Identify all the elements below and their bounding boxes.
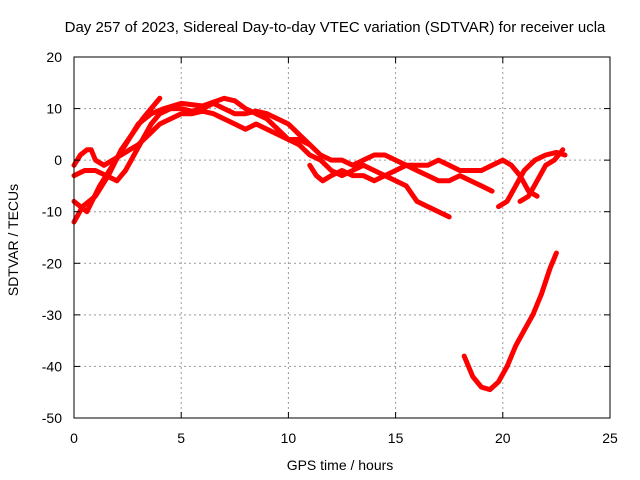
y-tick-label: 20 [46, 49, 62, 65]
grid [74, 57, 610, 418]
y-tick-label: -20 [42, 255, 62, 271]
plot-frame [73, 56, 611, 419]
series-arc-8 [461, 250, 559, 393]
y-tick-label: -50 [42, 410, 62, 426]
y-tick-label: -30 [42, 307, 62, 323]
series-arc-6 [496, 149, 568, 210]
y-tick-label: 10 [46, 101, 62, 117]
x-tick-label: 15 [388, 430, 404, 446]
y-axis-label: SDTVAR / TECUs [5, 184, 21, 296]
x-tick-labels: 0 5 10 15 20 25 [70, 430, 618, 446]
series-arc-4 [71, 108, 313, 168]
x-tick-label: 5 [177, 430, 185, 446]
x-axis-label: GPS time / hours [287, 457, 394, 473]
x-tick-label: 0 [70, 430, 78, 446]
y-tick-labels: 20 10 0 -10 -20 -30 -40 -50 [42, 49, 62, 426]
y-tick-label: -40 [42, 358, 62, 374]
series-arc-7 [517, 147, 566, 204]
tick-marks [73, 56, 611, 419]
data-series [71, 95, 568, 393]
y-tick-label: -10 [42, 204, 62, 220]
chart-title: Day 257 of 2023, Sidereal Day-to-day VTE… [65, 19, 606, 36]
x-tick-label: 25 [602, 430, 618, 446]
x-tick-label: 20 [495, 430, 511, 446]
series-arc-5 [307, 162, 495, 194]
x-tick-label: 10 [281, 430, 297, 446]
y-tick-label: 0 [54, 152, 62, 168]
